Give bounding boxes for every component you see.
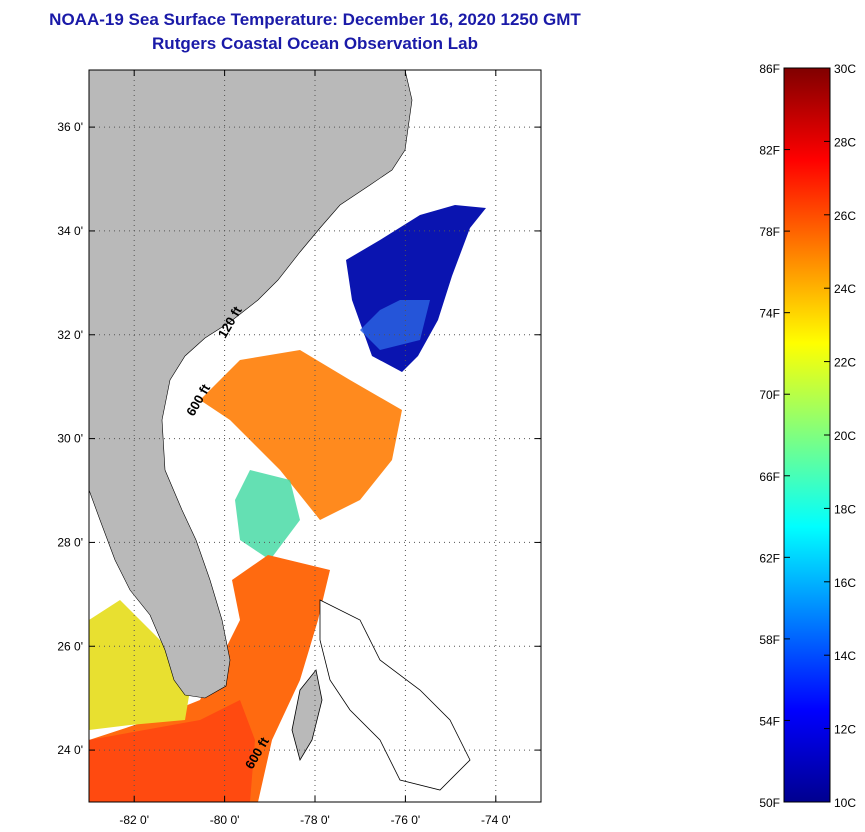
- colorbar-f-label: 70F: [759, 388, 780, 402]
- colorbar-fahrenheit-labels: 86F 82F 78F 74F 70F 66F 62F 58F 54F 50F: [759, 62, 790, 810]
- colorbar: [783, 67, 831, 803]
- colorbar-c-label: 22C: [834, 356, 856, 370]
- lat-tick-label: 34 0': [57, 224, 83, 238]
- colorbar-c-label: 10C: [834, 796, 856, 810]
- sst-straits: [89, 700, 255, 802]
- colorbar-c-label: 28C: [834, 135, 856, 149]
- lon-tick-label: -82 0': [119, 813, 149, 827]
- colorbar-c-label: 14C: [834, 649, 856, 663]
- colorbar-c-label: 26C: [834, 209, 856, 223]
- colorbar-f-label: 82F: [759, 144, 780, 158]
- colorbar-c-label: 20C: [834, 429, 856, 443]
- lon-tick-label: -78 0': [300, 813, 330, 827]
- colorbar-c-label: 12C: [834, 723, 856, 737]
- colorbar-c-label: 18C: [834, 502, 856, 516]
- map-title: NOAA-19 Sea Surface Temperature: Decembe…: [49, 10, 581, 29]
- lat-tick-label: 26 0': [57, 639, 83, 653]
- bahamas-islands: [291, 669, 323, 762]
- colorbar-f-label: 66F: [759, 470, 780, 484]
- longitude-ticks: -82 0' -80 0' -78 0' -76 0' -74 0': [119, 70, 511, 827]
- colorbar-f-label: 86F: [759, 62, 780, 76]
- sst-mixed-water: [360, 300, 430, 350]
- colorbar-f-label: 58F: [759, 633, 780, 647]
- colorbar-c-label: 24C: [834, 282, 856, 296]
- sst-florida-bay-warm: [89, 600, 190, 730]
- colorbar-c-label: 30C: [834, 62, 856, 76]
- colorbar-f-label: 50F: [759, 796, 780, 810]
- sst-green-patch: [235, 470, 300, 560]
- lon-tick-label: -80 0': [210, 813, 240, 827]
- latitude-ticks: 36 0' 34 0' 32 0' 30 0' 28 0' 26 0' 24 0': [57, 120, 541, 757]
- lat-tick-label: 28 0': [57, 535, 83, 549]
- map-subtitle: Rutgers Coastal Ocean Observation Lab: [152, 34, 478, 53]
- grid-lines: [89, 70, 541, 802]
- lat-tick-label: 32 0': [57, 328, 83, 342]
- lat-tick-label: 30 0': [57, 432, 83, 446]
- colorbar-f-label: 78F: [759, 225, 780, 239]
- lat-tick-label: 36 0': [57, 120, 83, 134]
- sst-warm-band: [200, 350, 402, 520]
- colorbar-celsius-labels: 30C 28C 26C 24C 22C 20C 18C 16C 14C 12C 10C: [824, 62, 856, 810]
- land-mass: [89, 70, 413, 699]
- bahamas-banks: [319, 599, 471, 791]
- lat-tick-label: 24 0': [57, 743, 83, 757]
- colorbar-c-label: 16C: [834, 576, 856, 590]
- colorbar-f-label: 62F: [759, 551, 780, 565]
- lon-tick-label: -76 0': [391, 813, 421, 827]
- colorbar-f-label: 54F: [759, 714, 780, 728]
- colorbar-f-label: 74F: [759, 307, 780, 321]
- lon-tick-label: -74 0': [481, 813, 511, 827]
